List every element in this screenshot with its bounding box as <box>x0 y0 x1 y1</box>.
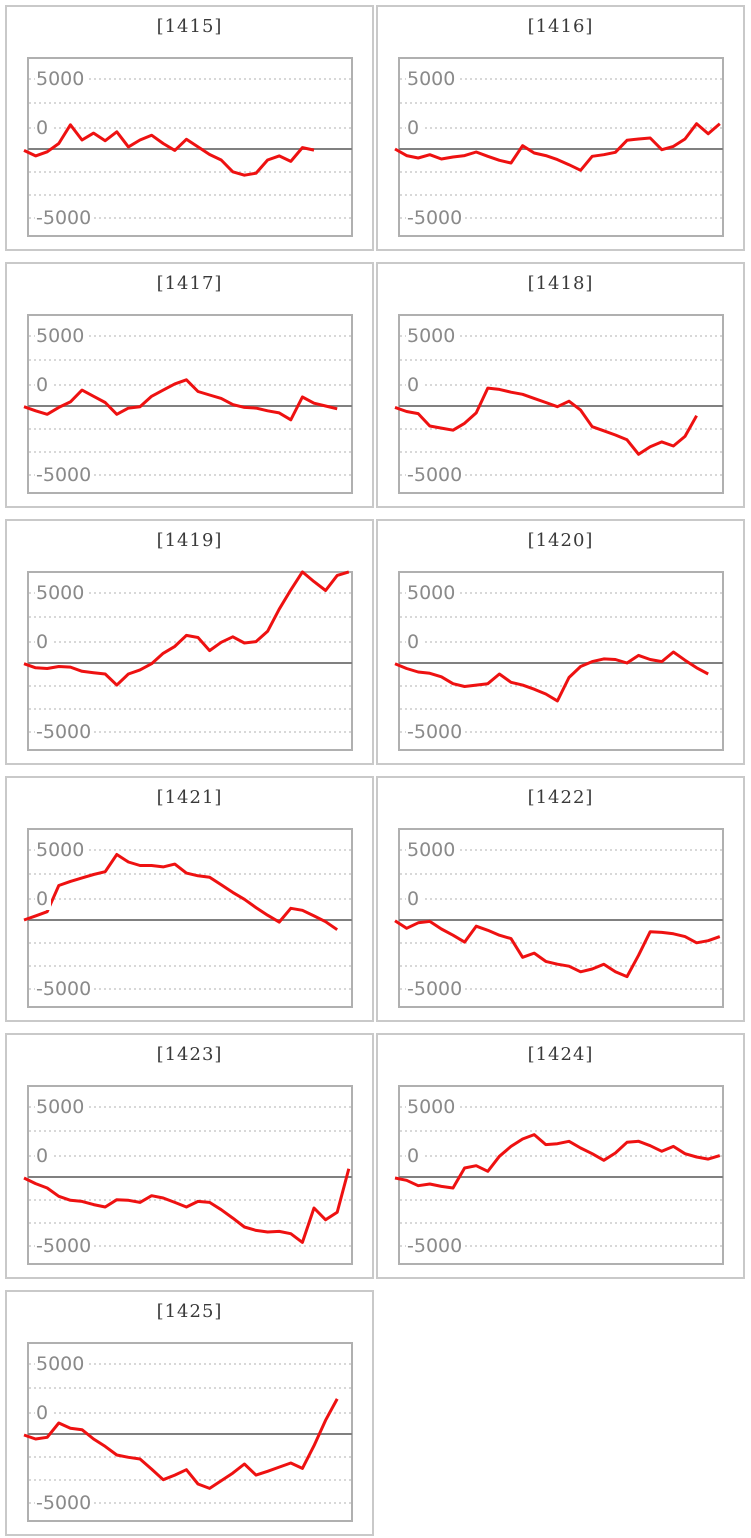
chart-title: [1415] <box>156 16 223 37</box>
chart-tile: [1424] 5000 0 -5000 <box>376 1033 745 1279</box>
data-line <box>23 1168 351 1244</box>
y-tick-label-5000: 5000 <box>406 839 459 861</box>
y-tick-label-0: 0 <box>406 1145 423 1167</box>
chart-tile: [1421] 5000 0 -5000 <box>5 776 374 1022</box>
data-line <box>394 650 709 703</box>
plot-area: 5000 0 -5000 <box>18 56 362 238</box>
plot-area: 5000 0 -5000 <box>389 1084 733 1266</box>
chart-title: [1419] <box>156 530 223 551</box>
plot-area: 5000 0 -5000 <box>389 827 733 1009</box>
plot-area: 5000 0 -5000 <box>18 1084 362 1266</box>
chart-title: [1425] <box>156 1301 223 1322</box>
y-tick-label-0: 0 <box>406 631 423 653</box>
y-tick-label-5000: 5000 <box>35 1096 88 1118</box>
y-tick-label-0: 0 <box>35 1402 52 1424</box>
chart-title: [1422] <box>527 787 594 808</box>
y-tick-label-0: 0 <box>406 374 423 396</box>
y-tick-label-5000: 5000 <box>35 582 88 604</box>
y-tick-label-0: 0 <box>35 888 52 910</box>
y-tick-label-neg5000: -5000 <box>35 1235 95 1257</box>
plot-area: 5000 0 -5000 <box>18 827 362 1009</box>
chart-tile: [1425] 5000 0 -5000 <box>5 1290 374 1536</box>
y-tick-label-5000: 5000 <box>35 1353 88 1375</box>
y-tick-label-5000: 5000 <box>35 325 88 347</box>
y-tick-label-neg5000: -5000 <box>406 464 466 486</box>
chart-tile: [1420] 5000 0 -5000 <box>376 519 745 765</box>
y-tick-label-5000: 5000 <box>406 325 459 347</box>
data-line <box>23 570 350 687</box>
y-tick-label-0: 0 <box>35 1145 52 1167</box>
y-tick-label-0: 0 <box>406 888 423 910</box>
y-tick-label-5000: 5000 <box>406 68 459 90</box>
y-tick-label-5000: 5000 <box>406 582 459 604</box>
line-chart <box>23 828 353 1008</box>
data-line <box>394 122 721 172</box>
chart-tile: [1417] 5000 0 -5000 <box>5 262 374 508</box>
chart-tile: [1423] 5000 0 -5000 <box>5 1033 374 1279</box>
y-tick-label-neg5000: -5000 <box>35 978 95 1000</box>
y-tick-label-neg5000: -5000 <box>35 464 95 486</box>
chart-title: [1424] <box>527 1044 594 1065</box>
data-line <box>23 853 339 931</box>
plot-area: 5000 0 -5000 <box>389 56 733 238</box>
y-tick-label-neg5000: -5000 <box>35 1492 95 1514</box>
y-tick-label-5000: 5000 <box>35 68 88 90</box>
data-line <box>23 378 338 422</box>
y-tick-label-neg5000: -5000 <box>35 207 95 229</box>
y-tick-label-neg5000: -5000 <box>406 978 466 1000</box>
chart-title: [1423] <box>156 1044 223 1065</box>
y-tick-label-5000: 5000 <box>406 1096 459 1118</box>
y-tick-label-neg5000: -5000 <box>406 721 466 743</box>
data-line <box>23 123 315 177</box>
chart-tile: [1416] 5000 0 -5000 <box>376 5 745 251</box>
y-tick-label-0: 0 <box>35 117 52 139</box>
chart-tile: [1419] 5000 0 -5000 <box>5 519 374 765</box>
data-line <box>23 1398 339 1490</box>
plot-area: 5000 0 -5000 <box>18 313 362 495</box>
y-tick-label-0: 0 <box>35 631 52 653</box>
chart-title: [1420] <box>527 530 594 551</box>
y-tick-label-0: 0 <box>406 117 423 139</box>
plot-area: 5000 0 -5000 <box>389 570 733 752</box>
y-tick-label-neg5000: -5000 <box>406 1235 466 1257</box>
y-tick-label-neg5000: -5000 <box>35 721 95 743</box>
chart-title: [1416] <box>527 16 594 37</box>
chart-tile: [1422] 5000 0 -5000 <box>376 776 745 1022</box>
chart-tile: [1418] 5000 0 -5000 <box>376 262 745 508</box>
y-tick-label-0: 0 <box>35 374 52 396</box>
y-tick-label-neg5000: -5000 <box>406 207 466 229</box>
chart-title: [1418] <box>527 273 594 294</box>
chart-tile: [1415] 5000 0 -5000 <box>5 5 374 251</box>
plot-area: 5000 0 -5000 <box>18 1341 362 1523</box>
data-line <box>394 919 721 979</box>
plot-area: 5000 0 -5000 <box>389 313 733 495</box>
chart-title: [1417] <box>156 273 223 294</box>
y-tick-label-5000: 5000 <box>35 839 88 861</box>
data-line <box>394 386 698 456</box>
chart-title: [1421] <box>156 787 223 808</box>
plot-area: 5000 0 -5000 <box>18 570 362 752</box>
data-line <box>394 1133 721 1190</box>
